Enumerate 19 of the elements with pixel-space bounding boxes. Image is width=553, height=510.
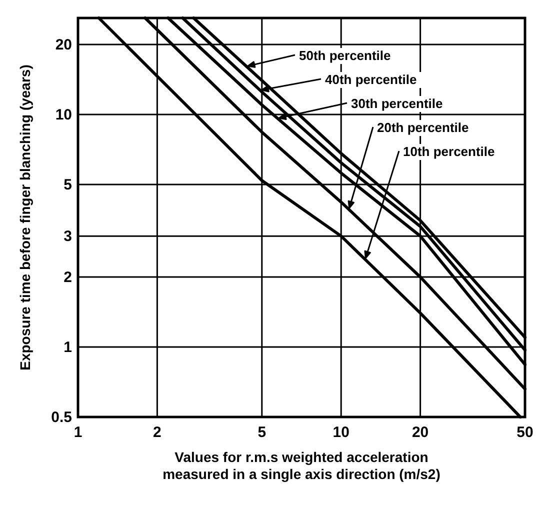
legend-label: 50th percentile [299, 48, 391, 63]
x-tick-label: 50 [516, 424, 534, 441]
y-tick-label: 10 [55, 106, 72, 124]
y-tick-label: 2 [64, 269, 72, 286]
y-axis-title: Exposure time before finger blanching (years) [17, 64, 33, 370]
x-tick-label: 10 [332, 424, 350, 441]
y-tick-label: 20 [55, 36, 72, 54]
y-tick-label: 0.5 [51, 409, 72, 426]
text: 20th percentile [377, 120, 469, 135]
y-tick-label: 3 [64, 228, 72, 246]
text: 30th percentile [351, 96, 443, 111]
x-tick-label: 20 [412, 424, 429, 441]
y-tick-label: 5 [64, 176, 72, 194]
x-tick-label: 5 [258, 424, 266, 441]
text: 10th percentile [403, 144, 495, 159]
y-tick-label: 1 [64, 339, 72, 356]
x-tick-label: 2 [153, 424, 162, 441]
legend-label: 40th percentile [325, 72, 417, 87]
x-axis-title: Values for r.m.s weighted acceleration measured in a single axis direction (m/s2) [162, 449, 440, 482]
